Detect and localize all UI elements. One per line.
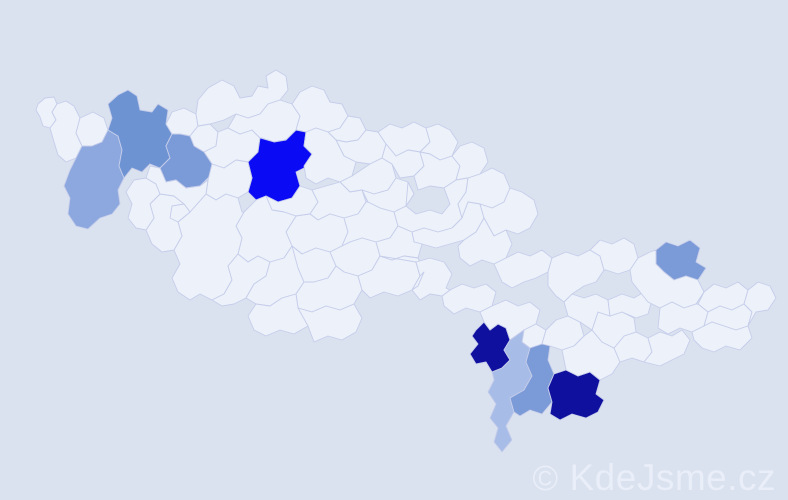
watermark: © KdeJsme.cz: [532, 459, 776, 496]
district-mlada-boleslav[interactable]: [304, 128, 356, 184]
district-karvina[interactable]: [744, 282, 776, 326]
district-plzen-sever[interactable]: [146, 166, 208, 212]
district-cesky-krumlov[interactable]: [298, 304, 362, 342]
district-rychnov[interactable]: [452, 142, 488, 180]
district-plzen-jih[interactable]: [212, 254, 270, 306]
district-bruntal[interactable]: [630, 250, 704, 308]
district-frydek-mistek[interactable]: [692, 322, 752, 352]
district-decin[interactable]: [196, 70, 288, 126]
district-layer: [36, 70, 776, 452]
district-blansko[interactable]: [494, 250, 552, 288]
district-kladno[interactable]: [206, 160, 252, 200]
district-plzen-mesto[interactable]: [170, 204, 190, 222]
district-vsetin[interactable]: [644, 330, 690, 366]
copyright-icon: ©: [532, 459, 559, 498]
district-karlovy-vary[interactable]: [64, 130, 124, 229]
watermark-text: KdeJsme.cz: [569, 457, 776, 498]
district-hodonin[interactable]: [548, 370, 604, 420]
district-prerov[interactable]: [608, 292, 652, 318]
district-olomouc[interactable]: [548, 250, 604, 302]
district-jihlava[interactable]: [412, 258, 452, 300]
